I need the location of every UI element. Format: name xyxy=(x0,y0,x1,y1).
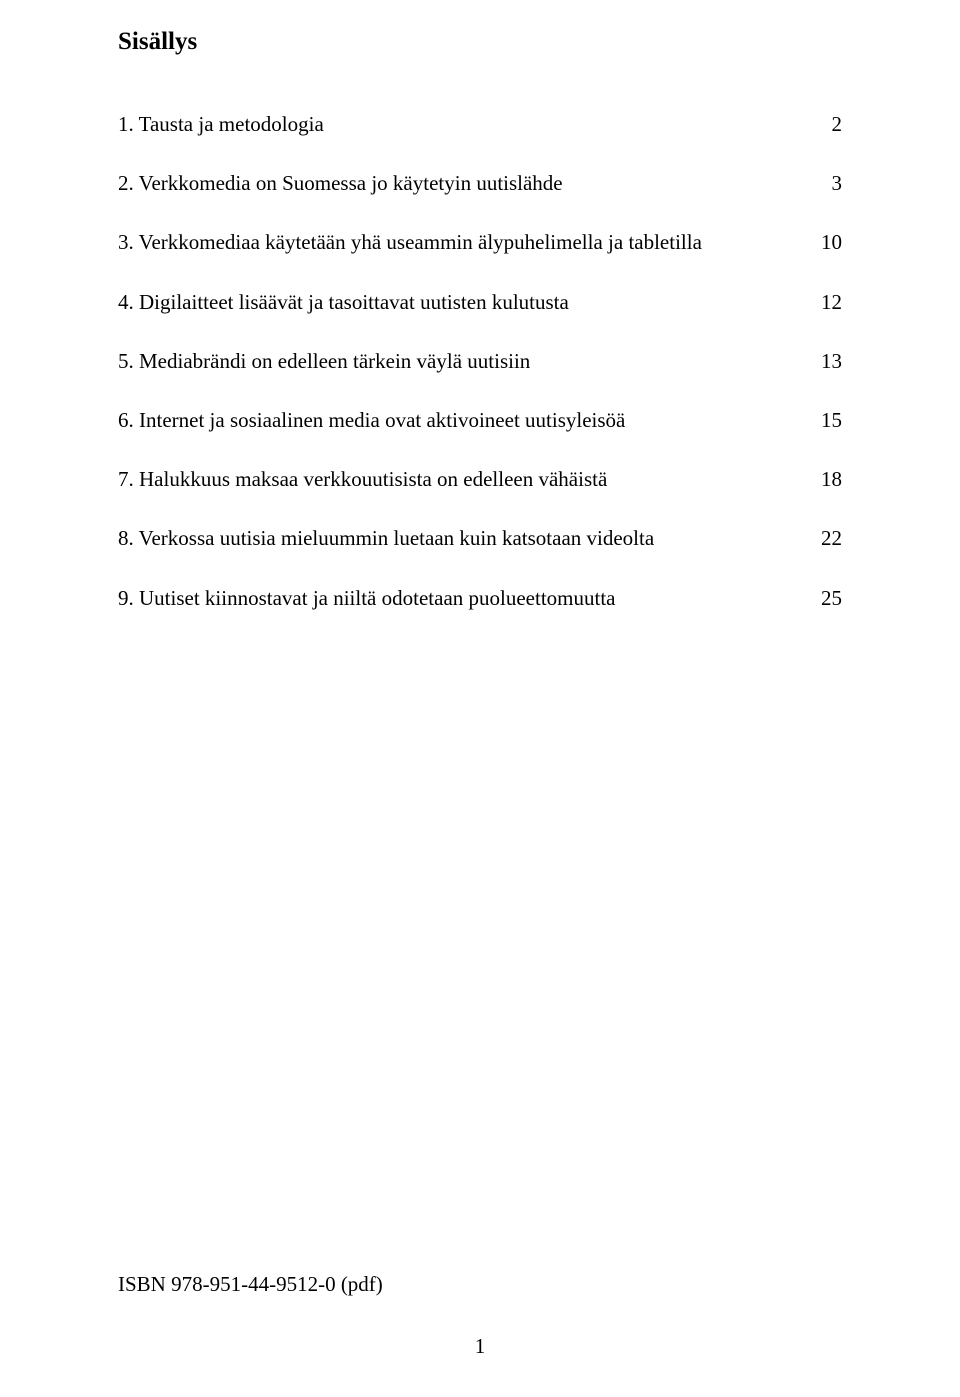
toc-entry-page: 15 xyxy=(802,408,842,433)
page-title: Sisällys xyxy=(118,28,842,56)
toc-entry-page: 22 xyxy=(802,526,842,551)
toc-entry-label: 1. Tausta ja metodologia xyxy=(118,112,802,137)
toc-entry-label: 7. Halukkuus maksaa verkkouutisista on e… xyxy=(118,467,802,492)
toc-entry: 7. Halukkuus maksaa verkkouutisista on e… xyxy=(118,467,842,492)
toc-entry: 6. Internet ja sosiaalinen media ovat ak… xyxy=(118,408,842,433)
page-number: 1 xyxy=(475,1334,486,1359)
toc-entry-label: 5. Mediabrändi on edelleen tärkein väylä… xyxy=(118,349,802,374)
toc-entry: 3. Verkkomediaa käytetään yhä useammin ä… xyxy=(118,230,842,255)
toc-entry-page: 3 xyxy=(802,171,842,196)
isbn-text: ISBN 978-951-44-9512-0 (pdf) xyxy=(118,1272,383,1297)
toc-entry-page: 13 xyxy=(802,349,842,374)
toc-entry-page: 18 xyxy=(802,467,842,492)
toc-entry-page: 25 xyxy=(802,586,842,611)
toc-entry-page: 2 xyxy=(802,112,842,137)
toc-entry: 8. Verkossa uutisia mieluummin luetaan k… xyxy=(118,526,842,551)
toc-entry-label: 6. Internet ja sosiaalinen media ovat ak… xyxy=(118,408,802,433)
toc-entry-page: 10 xyxy=(802,230,842,255)
toc-entry-page: 12 xyxy=(802,290,842,315)
toc-entry-label: 3. Verkkomediaa käytetään yhä useammin ä… xyxy=(118,230,802,255)
toc-entry: 4. Digilaitteet lisäävät ja tasoittavat … xyxy=(118,290,842,315)
toc-entry: 5. Mediabrändi on edelleen tärkein väylä… xyxy=(118,349,842,374)
toc-entry-label: 4. Digilaitteet lisäävät ja tasoittavat … xyxy=(118,290,802,315)
toc-entry: 2. Verkkomedia on Suomessa jo käytetyin … xyxy=(118,171,842,196)
table-of-contents: 1. Tausta ja metodologia 2 2. Verkkomedi… xyxy=(118,112,842,611)
toc-entry: 1. Tausta ja metodologia 2 xyxy=(118,112,842,137)
toc-entry-label: 9. Uutiset kiinnostavat ja niiltä odotet… xyxy=(118,586,802,611)
toc-entry: 9. Uutiset kiinnostavat ja niiltä odotet… xyxy=(118,586,842,611)
toc-entry-label: 8. Verkossa uutisia mieluummin luetaan k… xyxy=(118,526,802,551)
toc-entry-label: 2. Verkkomedia on Suomessa jo käytetyin … xyxy=(118,171,802,196)
